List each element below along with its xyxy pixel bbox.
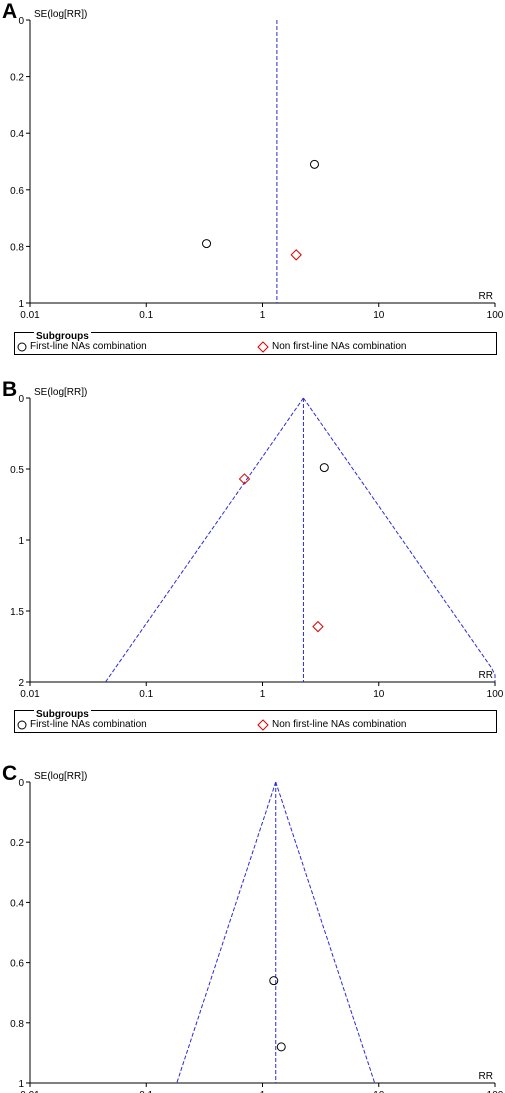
legend-title-a: Subgroups xyxy=(34,331,91,343)
y-tick-label: 0.2 xyxy=(10,73,24,84)
legend-item-diamond-b: Non first-line NAs combination xyxy=(257,719,407,731)
funnel-plot-a: A SE(log[RR])00.20.40.60.810.01 0.1 1 10 100R… xyxy=(2,0,504,321)
y-tick-label: 0.8 xyxy=(10,242,24,253)
x-tick-label: 0.1 xyxy=(139,310,153,321)
y-tick-label: 0.4 xyxy=(10,129,24,140)
x-tick-label: 100 xyxy=(487,1090,504,1093)
y-tick-label: 0.8 xyxy=(10,1019,24,1030)
study-point-circle xyxy=(319,463,329,473)
study-point-circle xyxy=(202,239,212,249)
funnel-limit-upper xyxy=(275,781,376,1084)
legend-item-circle-a: First-line NAs combination xyxy=(17,341,147,353)
funnel-limit-upper xyxy=(302,397,496,682)
panel-a: A SE(log[RR]) 0 0.2 0.4 0.6 0.8 1 0.01 0.1 1 10 100 R… xyxy=(0,0,505,385)
y-tick-label: 0.6 xyxy=(10,186,24,197)
x-tick-label: 1 xyxy=(260,689,266,700)
y-tick-label: 0.2 xyxy=(10,838,24,849)
legend-label: First-line NAs combination xyxy=(30,341,147,352)
panel-label: C xyxy=(2,762,17,785)
x-axis-label: RR xyxy=(479,291,493,302)
y-tick-label: 2 xyxy=(18,678,24,689)
x-tick-label: 0.1 xyxy=(139,689,153,700)
x-tick-label: 10 xyxy=(373,689,385,700)
legend-item-diamond-a: Non first-line NAs combination xyxy=(257,341,407,353)
x-axis-label: RR xyxy=(479,1071,493,1082)
study-point-circle xyxy=(309,159,319,169)
x-tick-label: 10 xyxy=(373,1090,385,1093)
panel-c: CSE(log[RR])00.20.40.60.810.010.1110100R… xyxy=(0,740,505,1093)
y-tick-label: 0.6 xyxy=(10,959,24,970)
study-point-diamond xyxy=(312,620,324,633)
y-tick-label: 1 xyxy=(18,1079,24,1090)
y-tick-label: 1 xyxy=(18,299,24,310)
x-tick-label: 0.01 xyxy=(20,689,40,700)
y-tick-label: 0 xyxy=(18,778,24,789)
legend-b: Subgroups First-line NAs combination Non… xyxy=(14,709,497,733)
x-tick-label: 0.01 xyxy=(20,310,40,321)
x-tick-label: 1 xyxy=(260,310,266,321)
legend-a: Subgroups First-line NAs combination Non… xyxy=(14,331,497,355)
legend-label: Non first-line NAs combination xyxy=(272,341,407,352)
diamond-marker-icon xyxy=(257,719,269,731)
y-axis-label: SE(log[RR]) xyxy=(34,9,87,20)
funnel-limit-lower xyxy=(105,397,304,683)
y-tick-label: 0 xyxy=(18,16,24,27)
x-tick-label: 100 xyxy=(487,310,504,321)
panel-label: B xyxy=(2,378,17,401)
x-tick-label: 0.01 xyxy=(20,1090,40,1093)
y-tick-label: 0.4 xyxy=(10,898,24,909)
legend-title-b: Subgroups xyxy=(34,709,91,721)
panel-b: B SE(log[RR]) 0 0.5 1 1.5 2 0.01 0.1 1 10 100 RR Sub… xyxy=(0,360,505,750)
funnel-plot-b: B SE(log[RR]) 0 0.5 1 1.5 20.01 0.1 1 10 100 RR xyxy=(2,378,504,700)
funnel-plot-c: CSE(log[RR])00.20.40.60.810.010.1110100R… xyxy=(2,762,504,1093)
study-point-diamond xyxy=(290,249,302,261)
funnel-limit-lower xyxy=(176,781,277,1084)
y-tick-label: 0 xyxy=(18,394,24,405)
diamond-marker-icon xyxy=(257,341,269,353)
study-point-circle xyxy=(269,976,279,986)
x-tick-label: 1 xyxy=(260,1090,266,1093)
legend-label: Non first-line NAs combination xyxy=(272,719,407,730)
x-tick-label: 0.1 xyxy=(139,1090,153,1093)
legend-item-circle-b: First-line NAs combination xyxy=(17,719,147,731)
y-axis-label: SE(log[RR]) xyxy=(34,387,87,398)
y-tick-label: 1 xyxy=(18,536,24,547)
legend-label: First-line NAs combination xyxy=(30,719,147,730)
study-point-circle xyxy=(276,1042,286,1052)
study-point-diamond xyxy=(238,473,251,485)
x-axis-label: RR xyxy=(479,670,493,681)
y-axis-label: SE(log[RR]) xyxy=(34,771,87,782)
x-tick-label: 100 xyxy=(487,689,504,700)
y-tick-label: 0.5 xyxy=(10,465,24,476)
circle-marker-icon xyxy=(17,720,27,730)
circle-marker-icon xyxy=(17,342,27,352)
y-tick-label: 1.5 xyxy=(10,607,24,618)
panel-label: A xyxy=(2,0,17,23)
x-tick-label: 10 xyxy=(373,310,385,321)
